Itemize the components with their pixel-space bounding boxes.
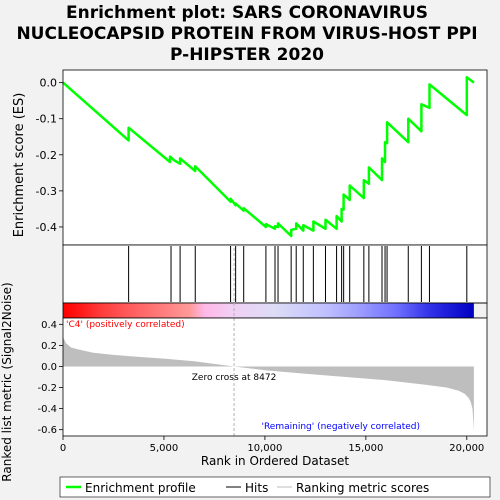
metric-y-axis-label: Ranked list metric (Signal2Noise)	[0, 282, 14, 481]
metric-y-tick-label: -0.2	[37, 383, 57, 394]
es-y-tick-label: 0.0	[40, 77, 58, 90]
x-axis: 0 5,000 10,000 15,000 20,000	[60, 436, 484, 454]
es-y-axis: 0.0 -0.1 -0.2 -0.3 -0.4	[36, 77, 63, 234]
legend-metric-label: Ranking metric scores	[296, 481, 429, 495]
es-y-tick-label: -0.4	[36, 221, 57, 234]
metric-y-tick-label: -0.4	[37, 404, 57, 415]
es-y-tick-label: -0.2	[36, 149, 57, 162]
es-panel-background	[63, 70, 487, 245]
legend: Enrichment profile Hits Ranking metric s…	[59, 476, 491, 498]
legend-box	[59, 476, 491, 498]
x-tick-label: 10,000	[247, 443, 282, 454]
x-axis-label: Rank in Ordered Dataset	[201, 454, 349, 468]
metric-y-axis: 0.4 0.2 0.0 -0.2 -0.4 -0.6	[37, 320, 63, 436]
x-tick-label: 0	[60, 443, 66, 454]
negative-correlation-label: 'Remaining' (negatively correlated)	[261, 422, 420, 432]
zero-cross-label: Zero cross at 8472	[192, 373, 277, 383]
es-y-tick-label: -0.3	[36, 185, 57, 198]
metric-y-tick-label: -0.6	[37, 425, 57, 436]
hits-ticks	[128, 246, 468, 302]
chart-title-line-1: Enrichment plot: SARS CORONAVIRUS	[66, 3, 428, 23]
enrichment-profile-line	[62, 75, 475, 238]
metric-y-tick-label: 0.0	[41, 362, 57, 373]
x-tick-label: 15,000	[348, 443, 383, 454]
es-y-axis-label: Enrichment score (ES)	[12, 93, 27, 238]
x-tick-label: 5,000	[150, 443, 179, 454]
x-tick-label: 20,000	[449, 443, 484, 454]
legend-hits-label: Hits	[245, 481, 268, 495]
ranked-list-color-bar	[63, 303, 474, 318]
metric-y-tick-label: 0.2	[41, 341, 57, 352]
positive-correlation-label: 'C4' (positively correlated)	[66, 320, 185, 330]
legend-es-label: Enrichment profile	[85, 481, 196, 495]
metric-y-tick-label: 0.4	[41, 320, 57, 331]
chart-title-line-2: NUCLEOCAPSID PROTEIN FROM VIRUS-HOST PPI	[16, 24, 477, 44]
metric-panel-frame	[62, 317, 488, 437]
chart-title-line-3: P-HIPSTER 2020	[170, 45, 324, 65]
ranking-metric-area	[63, 337, 474, 432]
es-y-tick-label: -0.1	[36, 113, 57, 126]
